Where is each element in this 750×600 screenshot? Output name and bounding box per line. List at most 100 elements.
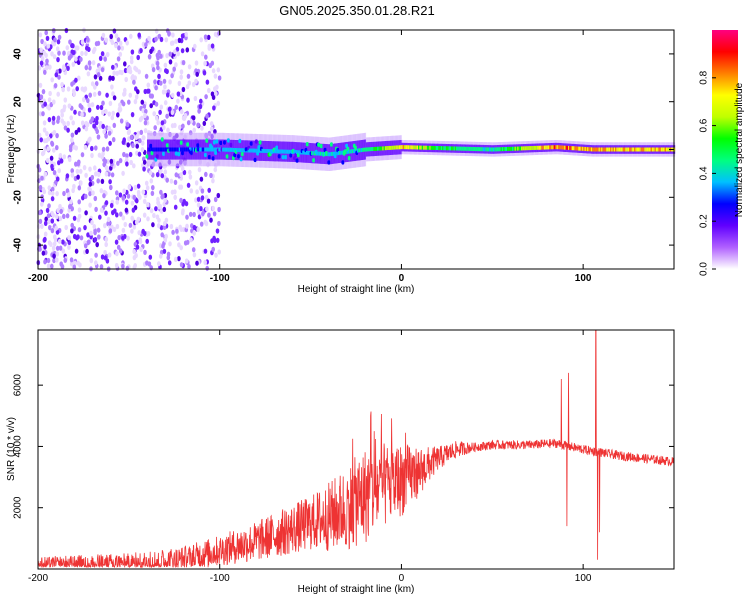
band-core	[414, 145, 416, 150]
x-tick-label: 0	[399, 273, 405, 284]
noise-speckle	[111, 64, 115, 70]
band-core	[257, 148, 260, 153]
noise-speckle	[74, 45, 78, 51]
band-core	[185, 147, 187, 152]
noise-speckle	[205, 79, 210, 85]
noise-speckle	[39, 47, 43, 53]
noise-speckle	[114, 239, 119, 245]
band-core	[215, 147, 218, 152]
band-core	[526, 146, 528, 151]
band-core	[332, 151, 335, 156]
noise-speckle	[107, 252, 112, 258]
band-core	[153, 147, 155, 152]
band-core	[622, 147, 625, 152]
band-core	[404, 145, 406, 150]
noise-speckle	[62, 64, 66, 70]
noise-speckle	[84, 65, 89, 71]
band-speckle	[205, 138, 209, 143]
band-core	[199, 147, 201, 152]
band-core	[575, 146, 578, 151]
band-core	[654, 147, 657, 152]
noise-speckle	[179, 197, 183, 203]
band-speckle	[257, 145, 261, 150]
band-core	[597, 147, 599, 152]
noise-speckle	[213, 73, 218, 79]
band-core	[293, 149, 295, 154]
band-core	[533, 145, 536, 150]
band-core	[155, 147, 158, 152]
band-core	[484, 147, 486, 152]
x-tick-label: -100	[210, 573, 230, 584]
band-speckle	[174, 151, 178, 156]
band-core	[248, 148, 251, 153]
x-tick-label: 100	[575, 573, 592, 584]
noise-speckle	[123, 221, 128, 228]
noise-speckle	[157, 73, 161, 79]
colorbar-label: Normalized spectral amplitude	[734, 82, 745, 217]
noise-speckle	[155, 115, 159, 121]
band-core	[368, 147, 370, 152]
noise-speckle	[129, 59, 134, 65]
noise-speckle	[165, 113, 169, 119]
band-core	[480, 147, 482, 152]
noise-speckle	[139, 48, 143, 54]
band-core	[150, 147, 153, 152]
band-core	[500, 147, 503, 152]
noise-speckle	[197, 108, 201, 114]
noise-speckle	[96, 72, 101, 78]
noise-speckle	[145, 238, 149, 244]
band-core	[359, 148, 362, 153]
band-core	[182, 147, 185, 152]
noise-speckle	[104, 108, 108, 114]
noise-speckle	[173, 49, 177, 55]
band-core	[467, 146, 470, 151]
band-core	[295, 150, 298, 155]
band-core	[303, 150, 306, 155]
noise-speckle	[199, 37, 203, 43]
noise-speckle	[154, 101, 159, 107]
band-core	[321, 151, 323, 156]
band-core	[439, 146, 442, 151]
band-core	[655, 147, 658, 152]
band-core	[578, 146, 580, 151]
noise-speckle	[50, 140, 54, 146]
noise-speckle	[61, 248, 66, 254]
band-core	[489, 147, 491, 152]
noise-speckle	[40, 194, 44, 200]
noise-speckle	[80, 120, 85, 126]
noise-speckle	[199, 176, 204, 182]
noise-speckle	[122, 137, 126, 143]
band-core	[471, 147, 473, 151]
noise-speckle	[118, 102, 122, 108]
noise-speckle	[77, 227, 82, 233]
band-core	[476, 147, 479, 152]
band-core	[163, 147, 166, 152]
noise-speckle	[84, 50, 88, 57]
noise-speckle	[61, 239, 65, 245]
band-core	[288, 149, 290, 154]
noise-speckle	[116, 112, 120, 118]
band-core	[262, 148, 265, 153]
band-core	[266, 149, 269, 153]
noise-speckle	[93, 230, 97, 236]
noise-speckle	[152, 111, 156, 117]
band-core	[176, 147, 178, 152]
noise-speckle	[154, 206, 158, 212]
band-speckle	[305, 142, 309, 147]
noise-speckle	[195, 71, 199, 77]
noise-speckle	[179, 245, 183, 251]
noise-speckle	[80, 111, 84, 118]
noise-speckle	[208, 62, 213, 69]
noise-speckle	[111, 75, 115, 81]
noise-speckle	[50, 190, 55, 196]
noise-speckle	[45, 58, 49, 64]
band-core	[602, 147, 604, 152]
noise-speckle	[151, 67, 156, 73]
band-core	[607, 147, 610, 152]
band-core	[636, 147, 639, 152]
noise-speckle	[76, 174, 80, 180]
noise-speckle	[69, 115, 73, 121]
noise-speckle	[126, 193, 131, 199]
noise-speckle	[211, 246, 215, 252]
noise-speckle	[40, 38, 44, 45]
